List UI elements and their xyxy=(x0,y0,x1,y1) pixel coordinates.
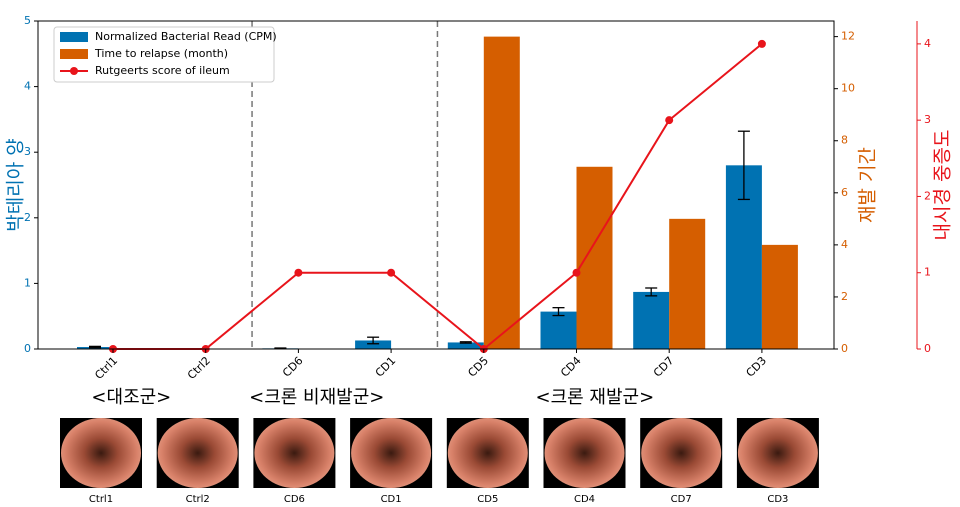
y2-tick-label: 8 xyxy=(841,134,848,147)
image-caption: Ctrl2 xyxy=(186,494,210,505)
y3-tick-label: 4 xyxy=(924,37,931,50)
endoscopy-image xyxy=(543,418,626,488)
line-marker xyxy=(387,268,396,277)
y2-tick-label: 10 xyxy=(841,82,855,95)
line xyxy=(113,43,763,351)
endoscopy-image xyxy=(156,418,239,488)
endoscopy-image xyxy=(640,418,723,488)
y-tick-label: 2 xyxy=(24,211,31,224)
x-tick-label: Ctrl2 xyxy=(185,354,213,382)
image-view xyxy=(737,418,818,488)
y-tick-label: 5 xyxy=(24,14,31,27)
image-view xyxy=(641,418,722,488)
image-caption: CD6 xyxy=(284,494,305,505)
bar xyxy=(576,166,613,349)
legend-marker xyxy=(70,67,78,75)
legend-label: Time to relapse (month) xyxy=(94,47,228,60)
error-bar xyxy=(737,130,750,201)
y3-tick-label: 1 xyxy=(924,266,931,279)
bar xyxy=(355,340,392,349)
y-tick-label: 1 xyxy=(24,276,31,289)
line-marker xyxy=(294,268,303,277)
line-marker xyxy=(665,116,674,125)
x-tick-label: CD1 xyxy=(373,354,399,380)
x-tick-label: CD7 xyxy=(651,354,677,380)
line-marker xyxy=(572,268,581,277)
y-axis-label: 박테리아 양 xyxy=(5,138,27,231)
x-tick-label: CD5 xyxy=(465,354,491,380)
y2-tick-label: 6 xyxy=(841,186,848,199)
legend: Normalized Bacterial Read (CPM) Time to r… xyxy=(53,26,277,83)
y2-tick-label: 12 xyxy=(841,30,855,43)
image-caption: CD1 xyxy=(381,494,402,505)
endoscopy-image xyxy=(253,418,336,488)
error-bar xyxy=(459,341,472,344)
image-caption: Ctrl1 xyxy=(89,494,113,505)
x-tick-label: CD3 xyxy=(744,354,770,380)
endoscopy-image xyxy=(60,418,142,488)
bar xyxy=(761,244,798,349)
y3-tick-label: 3 xyxy=(924,113,931,126)
x-tick-label: CD6 xyxy=(280,354,306,380)
x-tick-label: Ctrl1 xyxy=(92,354,120,382)
bar xyxy=(669,218,706,349)
legend-swatch xyxy=(60,32,88,42)
y2-axis-label: 재발 기간 xyxy=(857,147,879,223)
y-tick-label: 3 xyxy=(24,145,31,158)
image-view xyxy=(447,418,528,488)
image-view xyxy=(254,418,335,488)
image-caption: CD5 xyxy=(477,494,498,505)
image-view xyxy=(61,418,141,488)
endoscopy-image xyxy=(350,418,433,488)
legend-box xyxy=(53,26,275,83)
error-bar xyxy=(552,307,565,317)
endoscopy-image xyxy=(446,418,529,488)
group-label: <크론 비재발군> xyxy=(249,387,384,408)
error-bar xyxy=(367,336,380,345)
group-label: <대조군> xyxy=(91,387,171,408)
y-tick-label: 4 xyxy=(24,80,31,93)
endoscopy-image xyxy=(736,418,819,488)
image-caption: CD3 xyxy=(767,494,788,505)
y3-axis-label: 내시경 중증도 xyxy=(932,130,954,241)
image-view xyxy=(351,418,432,488)
bar xyxy=(483,36,520,349)
image-caption: CD7 xyxy=(671,494,692,505)
error-bar xyxy=(645,287,658,297)
y2-tick-label: 2 xyxy=(841,290,848,303)
y-tick-label: 0 xyxy=(24,342,31,355)
y2-tick-label: 4 xyxy=(841,238,848,251)
y3-tick-label: 2 xyxy=(924,189,931,202)
line-marker xyxy=(757,39,766,48)
image-caption: CD4 xyxy=(574,494,595,505)
image-view xyxy=(544,418,625,488)
legend-swatch xyxy=(60,49,88,59)
plot-frame xyxy=(37,20,835,350)
group-label: <크론 재발군> xyxy=(536,387,655,408)
error-bar xyxy=(89,345,101,349)
bar xyxy=(447,342,484,349)
bar xyxy=(540,311,577,349)
x-tick-label: CD4 xyxy=(558,354,584,380)
bar xyxy=(633,291,670,349)
y3-tick-label: 0 xyxy=(924,342,931,355)
legend-label: Rutgeerts score of ileum xyxy=(95,64,230,77)
legend-label: Normalized Bacterial Read (CPM) xyxy=(95,30,277,43)
image-view xyxy=(157,418,238,488)
y2-tick-label: 0 xyxy=(841,342,848,355)
